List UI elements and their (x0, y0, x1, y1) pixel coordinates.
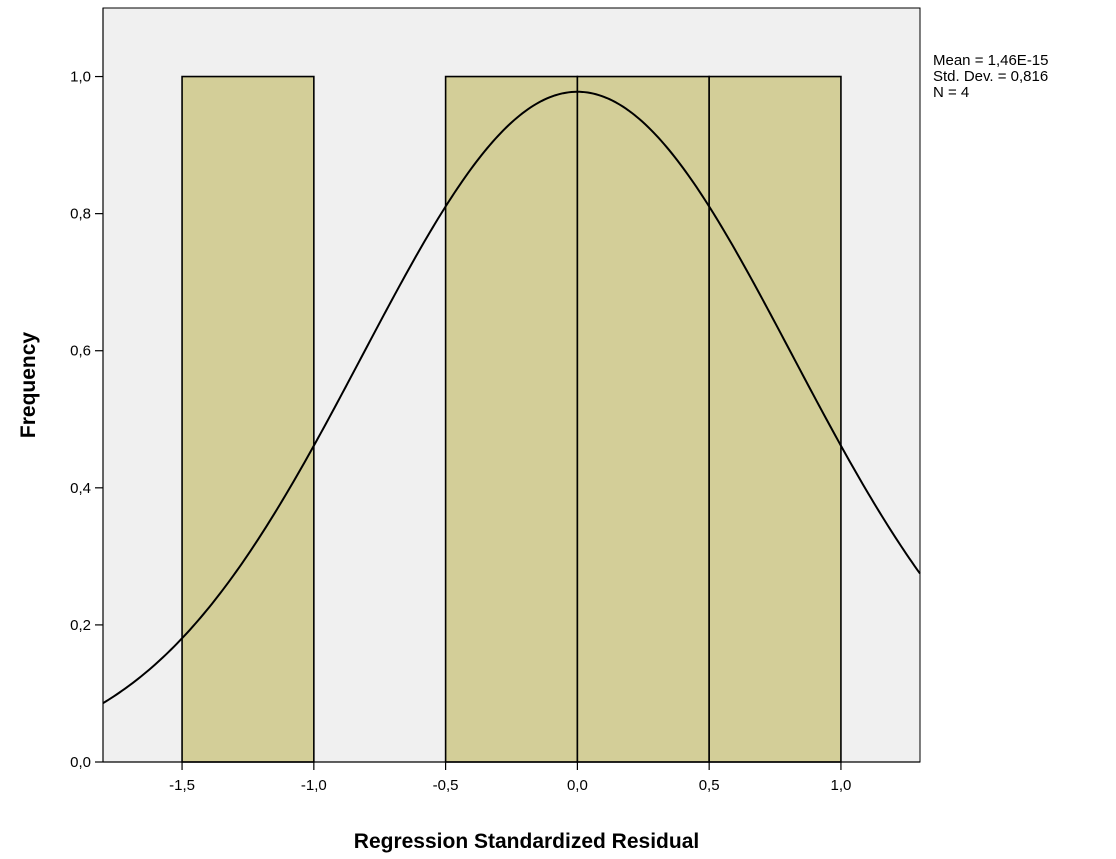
histogram-bar (444, 75, 579, 763)
y-tick-label: 0,0 (70, 754, 91, 771)
stats-line: N = 4 (933, 84, 969, 101)
x-axis-title: Regression Standardized Residual (354, 830, 699, 853)
normal-curve (102, 90, 921, 705)
y-tick-label: 0,4 (70, 480, 91, 497)
y-tick-label: 0,8 (70, 206, 91, 223)
axes-group: 0,0 0,2 0,4 0,6 0,8 1,0 -1,5 -1,0 -0,5 0,0 0,5 1,0 (70, 8, 920, 794)
stats-line: Mean = 1,46E-15 (933, 52, 1049, 69)
x-tick-label: 0,0 (567, 777, 588, 794)
histogram-bar (576, 75, 710, 763)
bars-group (181, 75, 842, 763)
y-tick-label: 0,6 (70, 343, 91, 360)
y-axis-title: Frequency (17, 332, 40, 439)
x-tick-label: 1,0 (831, 777, 852, 794)
x-tick-label: -1,0 (301, 777, 327, 794)
stats-line: Std. Dev. = 0,816 (933, 68, 1048, 85)
x-tick-label: -1,5 (169, 777, 195, 794)
x-tick-label: 0,5 (699, 777, 720, 794)
y-tick-label: 1,0 (70, 69, 91, 86)
histogram-bar (708, 75, 842, 763)
y-tick-label: 0,2 (70, 617, 91, 634)
x-tick-label: -0,5 (433, 777, 459, 794)
histogram-bar (181, 75, 315, 763)
